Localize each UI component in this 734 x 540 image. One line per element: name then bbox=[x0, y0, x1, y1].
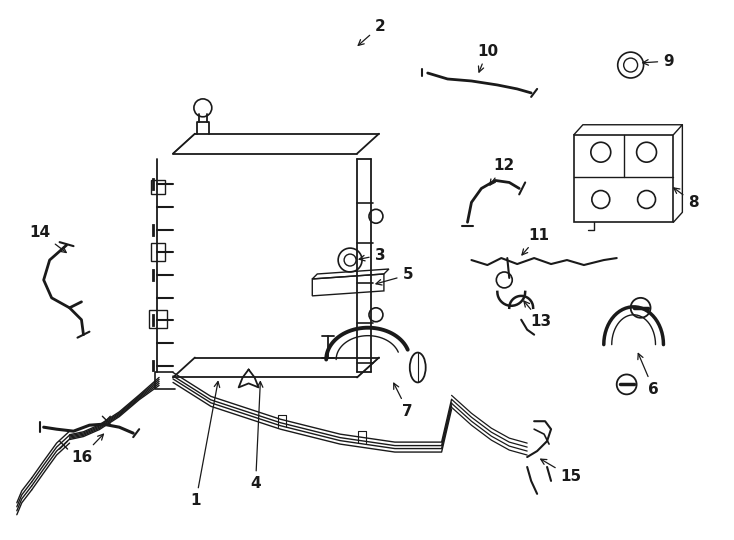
Text: 15: 15 bbox=[541, 459, 581, 484]
Text: 7: 7 bbox=[393, 383, 413, 418]
Text: 4: 4 bbox=[250, 382, 263, 491]
Text: 2: 2 bbox=[358, 19, 385, 45]
Text: 6: 6 bbox=[638, 354, 659, 397]
Text: 1: 1 bbox=[191, 382, 219, 508]
Text: 14: 14 bbox=[29, 225, 66, 253]
Text: 8: 8 bbox=[674, 188, 699, 210]
Text: 5: 5 bbox=[376, 267, 413, 285]
Text: 13: 13 bbox=[524, 301, 552, 329]
Text: 3: 3 bbox=[359, 247, 385, 262]
Text: 9: 9 bbox=[643, 53, 674, 69]
Text: 12: 12 bbox=[490, 158, 515, 185]
Text: 11: 11 bbox=[522, 228, 550, 255]
Text: 16: 16 bbox=[71, 434, 103, 464]
Text: 10: 10 bbox=[477, 44, 498, 72]
